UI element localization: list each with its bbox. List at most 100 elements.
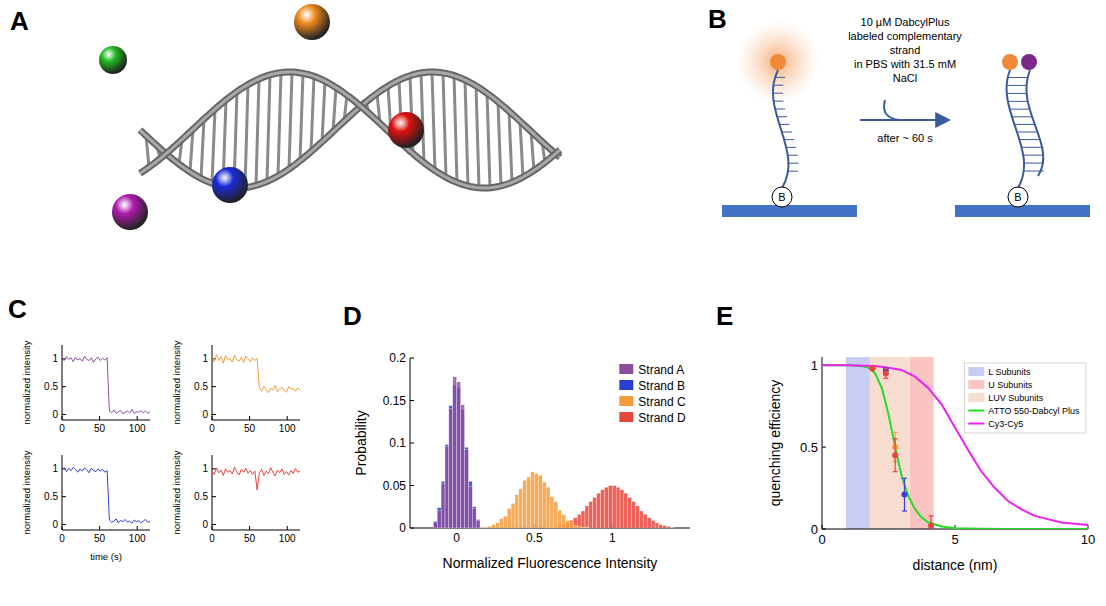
base-pair: [322, 81, 325, 142]
histogram-bar: [554, 502, 558, 528]
base-pair: [509, 111, 512, 182]
y-axis-title: normalized intensity: [21, 450, 32, 534]
histogram-bar: [453, 377, 457, 528]
base: [1024, 163, 1044, 164]
x-tick-label: 50: [244, 423, 256, 434]
y-tick: [212, 414, 216, 415]
y-tick: [410, 358, 414, 359]
y-tick: [410, 443, 414, 444]
histogram-bar: [585, 506, 589, 528]
y-tick-label: 1: [811, 358, 818, 373]
legend-swatch: [968, 393, 984, 402]
reagent-text: 10 µM DabcylPlus: [861, 16, 950, 28]
base: [1022, 147, 1042, 148]
histogram-bar: [558, 510, 562, 528]
base: [788, 155, 798, 156]
histogram-bar: [667, 526, 671, 528]
histogram-bar: [628, 497, 632, 528]
y-axis: [212, 345, 213, 420]
histogram-bar: [476, 520, 480, 529]
histogram-bar: [468, 486, 472, 528]
error-cap: [929, 515, 934, 516]
x-tick-label: 0.5: [526, 531, 543, 545]
biotin-label: B: [778, 191, 785, 203]
fluorophore: [770, 54, 786, 70]
base: [1019, 139, 1039, 140]
histogram-bar: [496, 523, 500, 528]
base: [1008, 77, 1028, 78]
legend-label: Cy3-Cy5: [988, 419, 1023, 429]
x-tick: [249, 526, 250, 530]
base: [1023, 155, 1043, 156]
x-tick-label: 100: [129, 423, 146, 434]
histogram-bar: [468, 481, 472, 528]
x-tick-label: 0: [59, 533, 65, 544]
legend-swatch: [968, 423, 984, 425]
base: [788, 171, 798, 172]
histogram-bar: [437, 510, 441, 528]
histogram-bar: [566, 520, 570, 528]
legend-label: LUV Subunits: [988, 393, 1044, 403]
y-tick-label: 1: [52, 353, 58, 364]
y-tick-label: 0: [52, 409, 58, 420]
legend-swatch: [968, 367, 984, 376]
x-tick-label: 0: [453, 531, 460, 545]
histogram-bar: [492, 525, 496, 528]
data-point: [883, 370, 889, 376]
base-pair: [289, 72, 292, 169]
histogram-bar: [569, 520, 573, 528]
base-pair: [432, 72, 435, 171]
histogram-bar: [499, 519, 503, 528]
y-tick-label: 0.5: [44, 491, 58, 502]
histogram-bar: [464, 447, 468, 528]
base: [1008, 101, 1028, 102]
data-point: [928, 523, 934, 529]
y-tick: [212, 496, 216, 497]
base: [1007, 93, 1027, 94]
histogram-bar: [433, 521, 437, 528]
data-point: [870, 365, 876, 371]
histogram-bar: [655, 523, 659, 528]
y-axis-title: normalized intensity: [171, 340, 182, 424]
histogram-bar: [647, 518, 651, 528]
plot-area: [212, 467, 300, 490]
histogram-bar: [639, 511, 643, 528]
histogram-bar: [515, 495, 519, 528]
dye-sphere: [388, 112, 424, 148]
histogram-bar: [562, 514, 566, 528]
base-pair: [300, 73, 303, 160]
histogram-bar: [581, 511, 585, 528]
histogram-bar: [589, 502, 593, 528]
data-point: [901, 492, 907, 498]
histogram-bar: [457, 382, 461, 528]
axes: 05010000.51normalized intensity: [171, 340, 300, 434]
base: [775, 109, 785, 110]
histogram-bar: [527, 477, 531, 528]
base: [774, 101, 784, 102]
histogram-bar: [503, 516, 507, 528]
reagent-text: in PBS with 31.5 mM: [854, 58, 956, 70]
x-tick-label: 0: [59, 423, 65, 434]
histogram-bar: [433, 522, 437, 528]
x-tick-label: 0: [209, 423, 215, 434]
x-tick-label: 50: [94, 533, 106, 544]
histogram-bar: [480, 527, 484, 528]
base-pair: [454, 76, 457, 183]
histogram-bar: [484, 527, 488, 528]
x-tick-label: 50: [244, 533, 256, 544]
y-axis: [62, 345, 63, 420]
base-pair: [245, 85, 248, 188]
panel-letter: D: [343, 301, 362, 331]
legend-swatch: [968, 410, 984, 412]
y-tick-label: 0.5: [194, 491, 208, 502]
y-axis-title: normalized intensity: [21, 340, 32, 424]
base-pair: [278, 73, 281, 176]
base-pair: [212, 109, 215, 183]
plot-area: [212, 354, 300, 392]
backbone: [140, 72, 560, 188]
legend-label: Strand D: [638, 411, 686, 425]
legend-swatch: [619, 364, 633, 374]
base: [1007, 85, 1027, 86]
histogram-bar: [511, 503, 515, 528]
error-cap: [893, 432, 898, 433]
